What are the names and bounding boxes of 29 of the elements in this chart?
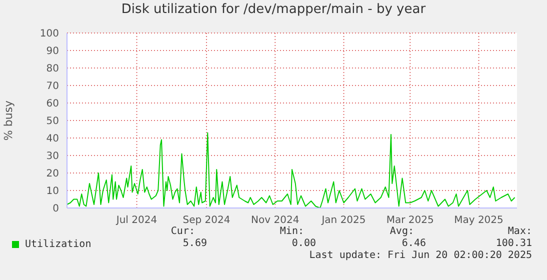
y-tick-label: 90 bbox=[46, 46, 59, 58]
text: Last update: Fri Jun 20 02:00:20 2025 bbox=[309, 250, 532, 261]
text: 0.00 bbox=[292, 238, 316, 249]
x-tick-label: Sep 2024 bbox=[182, 215, 230, 226]
y-tick-label: 40 bbox=[46, 134, 59, 145]
x-tick-label: Jul 2024 bbox=[115, 215, 158, 226]
y-tick-label: 50 bbox=[46, 116, 59, 128]
text: Max: bbox=[508, 226, 532, 237]
text: 100.31 bbox=[496, 238, 532, 249]
y-tick-label: 70 bbox=[46, 81, 59, 92]
y-tick-label: 60 bbox=[46, 98, 59, 110]
y-axis-title: % busy bbox=[2, 100, 15, 141]
y-tick-label: 30 bbox=[46, 151, 59, 162]
chart-title: Disk utilization for /dev/mapper/main - by year bbox=[120, 2, 427, 17]
x-tick-label: May 2025 bbox=[454, 215, 504, 226]
y-tick-label: 80 bbox=[46, 64, 59, 75]
y-tick-label: 20 bbox=[46, 168, 59, 180]
text: 5.69 bbox=[182, 238, 207, 249]
text: Cur: bbox=[170, 226, 195, 237]
text: Min: bbox=[280, 226, 304, 237]
y-tick-label: 10 bbox=[46, 186, 59, 198]
x-tick-label: Mar 2025 bbox=[386, 215, 434, 226]
x-tick-label: Nov 2024 bbox=[251, 215, 300, 226]
x-tick-label: Jan 2025 bbox=[320, 215, 366, 226]
y-tick-label: 100 bbox=[40, 28, 59, 40]
legend-label: Utilization bbox=[25, 239, 92, 250]
text: Avg: bbox=[390, 226, 414, 237]
y-tick-label: 0 bbox=[52, 204, 59, 215]
text: 6.46 bbox=[402, 238, 426, 249]
